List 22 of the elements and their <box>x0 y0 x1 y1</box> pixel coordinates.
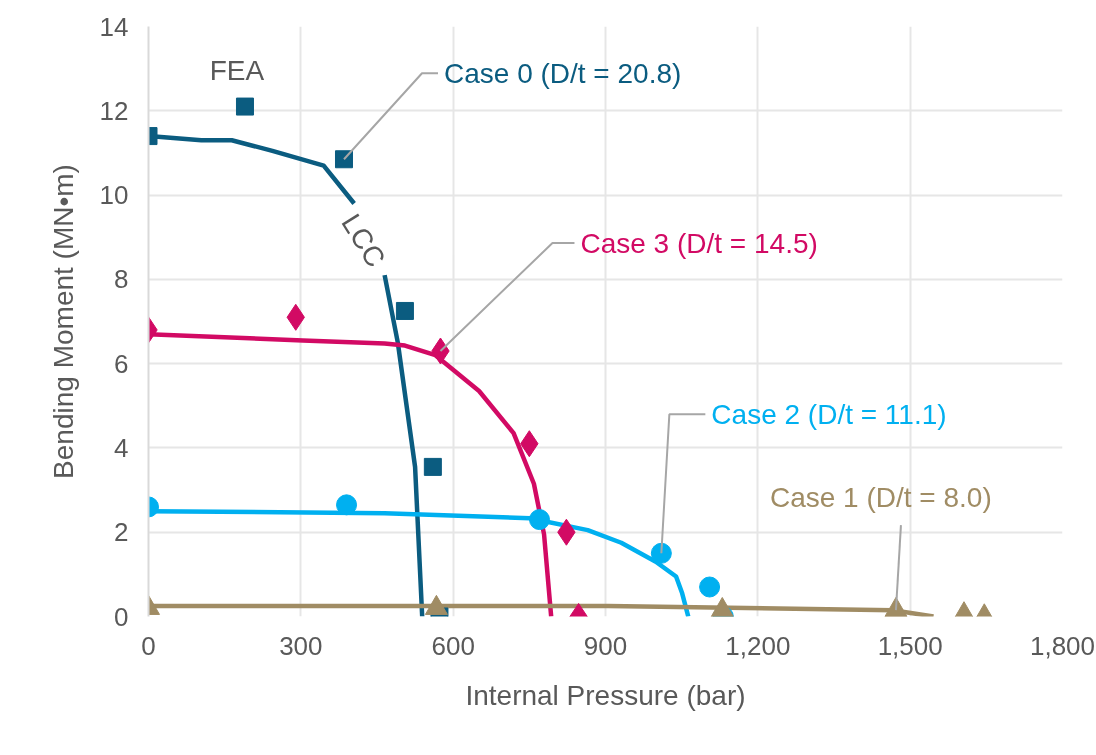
x-tick-label: 1,500 <box>877 630 943 661</box>
y-tick-label: 12 <box>99 95 129 126</box>
x-axis-title: Internal Pressure (bar) <box>465 679 746 711</box>
x-tick-label: 1,800 <box>1029 630 1096 661</box>
y-axis-title: Bending Moment (MN•m) <box>47 164 79 479</box>
x-tick-label: 1,200 <box>725 630 791 661</box>
y-tick-label: 8 <box>114 264 129 295</box>
annotation: FEA <box>209 55 265 87</box>
y-tick-label: 0 <box>114 601 129 632</box>
y-tick-label: 2 <box>114 517 129 548</box>
annotation: Case 3 (D/t = 14.5) <box>580 227 818 259</box>
y-tick-label: 10 <box>99 180 129 211</box>
x-tick-label: 0 <box>141 630 156 661</box>
annotation: Case 2 (D/t = 11.1) <box>711 398 947 430</box>
x-tick-label: 900 <box>583 630 628 661</box>
y-tick-label: 4 <box>114 432 129 463</box>
x-tick-label: 300 <box>279 630 323 661</box>
annotation: Case 1 (D/t = 8.0) <box>769 481 992 513</box>
y-tick-label: 6 <box>114 348 129 379</box>
x-tick-label: 600 <box>431 630 475 661</box>
annotation: Case 0 (D/t = 20.8) <box>443 57 682 89</box>
y-tick-label: 14 <box>99 11 129 42</box>
